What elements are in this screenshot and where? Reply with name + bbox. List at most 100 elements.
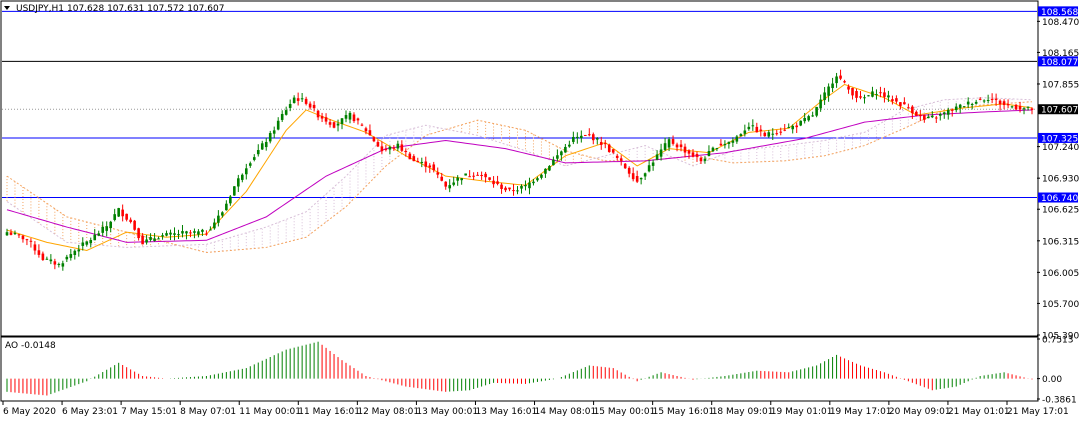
candle-body[interactable]	[891, 99, 894, 102]
candle-body[interactable]	[934, 117, 938, 119]
candle-body[interactable]	[113, 214, 116, 220]
candle-body[interactable]	[544, 168, 547, 174]
candle-body[interactable]	[109, 221, 112, 228]
candle-body[interactable]	[252, 157, 256, 160]
candle-body[interactable]	[388, 146, 392, 150]
candle-body[interactable]	[17, 234, 21, 236]
candle-body[interactable]	[779, 131, 783, 133]
candle-body[interactable]	[284, 110, 288, 115]
candle-body[interactable]	[990, 98, 994, 100]
candle-body[interactable]	[13, 233, 17, 235]
candle-body[interactable]	[587, 134, 591, 136]
candle-body[interactable]	[356, 118, 360, 121]
candle-body[interactable]	[576, 136, 579, 139]
candle-body[interactable]	[879, 92, 882, 94]
candle-body[interactable]	[751, 125, 755, 127]
candle-body[interactable]	[667, 139, 671, 148]
candle-body[interactable]	[340, 118, 344, 125]
candle-body[interactable]	[73, 250, 77, 256]
candle-body[interactable]	[468, 176, 471, 178]
candle-body[interactable]	[783, 129, 787, 131]
candle-body[interactable]	[695, 154, 699, 157]
candle-body[interactable]	[627, 167, 631, 174]
candle-body[interactable]	[946, 110, 950, 115]
candle-body[interactable]	[552, 159, 555, 166]
candle-body[interactable]	[536, 178, 539, 181]
candle-body[interactable]	[165, 233, 168, 236]
candle-body[interactable]	[272, 130, 276, 134]
candle-body[interactable]	[739, 134, 743, 137]
candle-body[interactable]	[420, 161, 424, 163]
candle-body[interactable]	[328, 122, 332, 125]
candle-body[interactable]	[556, 155, 559, 159]
candle-body[interactable]	[476, 174, 479, 176]
candle-body[interactable]	[958, 104, 962, 108]
candle-body[interactable]	[827, 86, 830, 96]
candle-body[interactable]	[962, 106, 966, 108]
candle-body[interactable]	[799, 120, 802, 126]
candle-body[interactable]	[149, 237, 152, 240]
candle-body[interactable]	[775, 133, 779, 135]
candle-body[interactable]	[595, 138, 599, 140]
candle-body[interactable]	[101, 226, 105, 233]
candle-body[interactable]	[264, 141, 268, 148]
candle-body[interactable]	[703, 158, 707, 161]
triangle-down-icon[interactable]	[4, 6, 10, 10]
candle-body[interactable]	[125, 213, 128, 220]
candle-body[interactable]	[225, 203, 228, 211]
candle-body[interactable]	[256, 150, 260, 155]
candle-body[interactable]	[532, 181, 535, 184]
candle-body[interactable]	[603, 143, 607, 145]
candle-body[interactable]	[93, 234, 97, 241]
candle-body[interactable]	[304, 98, 308, 104]
candle-body[interactable]	[364, 128, 368, 132]
candle-body[interactable]	[169, 232, 172, 235]
candle-body[interactable]	[731, 140, 735, 143]
candle-body[interactable]	[915, 111, 918, 116]
candle-body[interactable]	[416, 161, 420, 163]
candle-body[interactable]	[1030, 108, 1034, 110]
candle-body[interactable]	[767, 132, 771, 137]
candle-body[interactable]	[117, 208, 120, 217]
candle-body[interactable]	[237, 178, 240, 187]
candle-body[interactable]	[707, 150, 711, 157]
candle-body[interactable]	[611, 149, 615, 153]
candle-body[interactable]	[978, 98, 982, 100]
candle-body[interactable]	[819, 99, 822, 109]
candle-body[interactable]	[376, 142, 380, 147]
candle-body[interactable]	[133, 220, 136, 230]
candle-body[interactable]	[332, 122, 336, 128]
candle-body[interactable]	[651, 162, 655, 166]
candle-body[interactable]	[711, 147, 715, 152]
candle-body[interactable]	[89, 240, 93, 244]
candle-body[interactable]	[663, 143, 667, 150]
candle-body[interactable]	[875, 94, 878, 96]
candle-body[interactable]	[508, 187, 511, 190]
candle-body[interactable]	[392, 147, 396, 149]
candle-body[interactable]	[85, 241, 89, 245]
candle-body[interactable]	[372, 137, 376, 142]
candle-body[interactable]	[911, 106, 914, 114]
candle-body[interactable]	[591, 134, 595, 141]
candle-body[interactable]	[839, 75, 842, 79]
candle-body[interactable]	[380, 146, 384, 152]
candle-body[interactable]	[899, 102, 902, 106]
candle-body[interactable]	[859, 96, 862, 98]
candle-body[interactable]	[205, 233, 208, 235]
candle-body[interactable]	[1014, 104, 1018, 110]
candle-body[interactable]	[396, 143, 400, 149]
candle-body[interactable]	[229, 196, 232, 204]
candle-body[interactable]	[105, 226, 109, 231]
candle-body[interactable]	[1022, 108, 1026, 110]
candle-body[interactable]	[81, 242, 85, 246]
candle-body[interactable]	[655, 154, 659, 160]
candle-body[interactable]	[966, 101, 970, 105]
candle-body[interactable]	[759, 129, 763, 131]
candle-body[interactable]	[954, 106, 958, 111]
candle-body[interactable]	[615, 155, 619, 158]
candle-body[interactable]	[141, 235, 144, 245]
candle-body[interactable]	[871, 91, 874, 97]
candle-body[interactable]	[747, 126, 751, 130]
candle-body[interactable]	[464, 173, 467, 176]
